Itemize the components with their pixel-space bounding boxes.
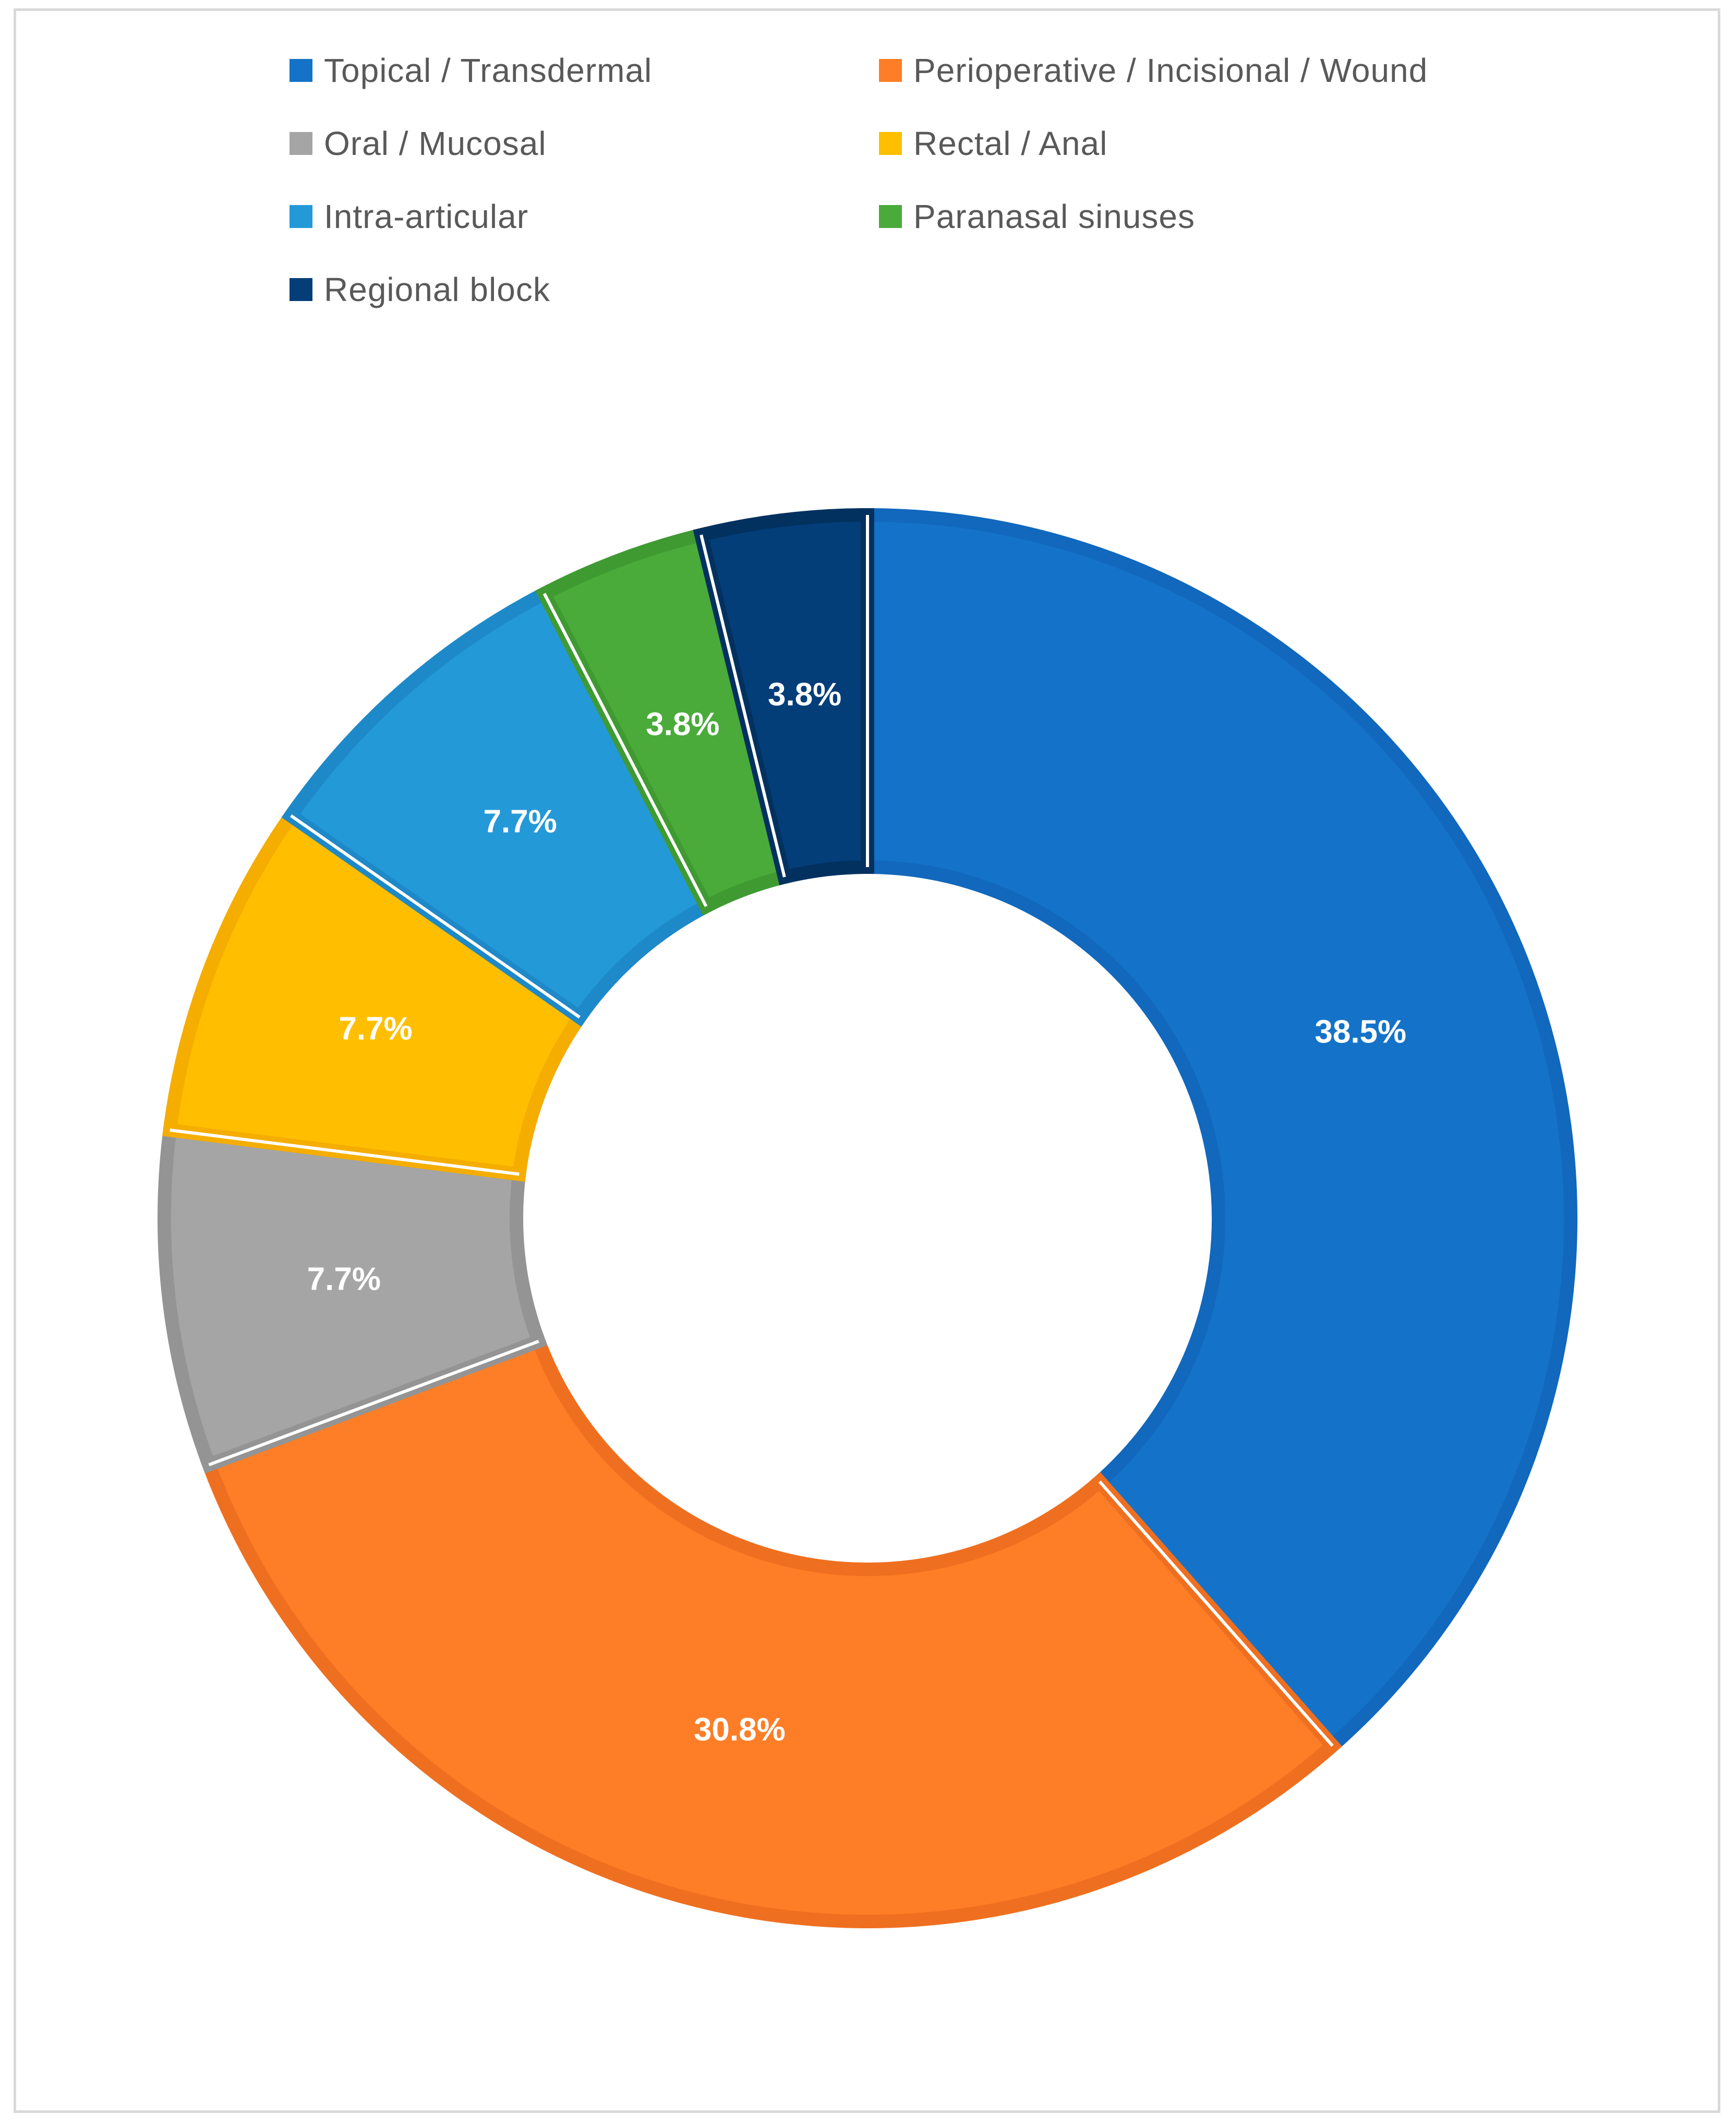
- legend-item-rectal-anal: Rectal / Anal: [879, 120, 1541, 167]
- data-label-regional-block: 3.8%: [768, 677, 841, 713]
- legend-swatch-topical-transdermal: [290, 59, 312, 82]
- chart-legend: Topical / Transdermal Perioperative / In…: [290, 47, 1541, 313]
- legend-label-oral-mucosal: Oral / Mucosal: [324, 125, 547, 162]
- legend-item-topical-transdermal: Topical / Transdermal: [290, 47, 879, 94]
- legend-label-topical-transdermal: Topical / Transdermal: [324, 52, 653, 89]
- slice-oral-mucosal: [158, 1122, 548, 1474]
- slice-perioperative-incisional-wound: [200, 1332, 1342, 1928]
- legend-label-intra-articular: Intra-articular: [324, 198, 528, 235]
- slice-separator: [170, 1128, 520, 1176]
- legend-item-oral-mucosal: Oral / Mucosal: [290, 120, 879, 167]
- legend-label-regional-block: Regional block: [324, 271, 550, 308]
- data-label-rectal-anal: 7.7%: [339, 1011, 412, 1047]
- data-label-paranasal-sinuses: 3.8%: [646, 706, 719, 742]
- slice-intra-articular: [281, 584, 716, 1027]
- legend-swatch-paranasal-sinuses: [879, 205, 902, 228]
- data-label-perioperative-incisional-wound: 30.8%: [694, 1712, 786, 1748]
- slice-separator: [1098, 1480, 1334, 1747]
- data-label-intra-articular: 7.7%: [483, 803, 557, 839]
- legend-label-rectal-anal: Rectal / Anal: [913, 125, 1108, 162]
- donut-data-labels: 38.5% 30.8% 7.7% 7.7% 7.7% 3.8% 3.8%: [170, 515, 1406, 1748]
- legend-swatch-rectal-anal: [879, 132, 902, 155]
- data-label-oral-mucosal: 7.7%: [307, 1262, 381, 1298]
- legend-item-paranasal-sinuses: Paranasal sinuses: [879, 193, 1541, 240]
- legend-item-perioperative-incisional-wound: Perioperative / Incisional / Wound: [879, 47, 1541, 94]
- legend-swatch-oral-mucosal: [290, 132, 312, 155]
- donut-slices: [158, 508, 1577, 1928]
- slice-separator: [700, 534, 786, 878]
- slice-separator: [542, 593, 708, 907]
- legend-swatch-intra-articular: [290, 205, 312, 228]
- legend-label-perioperative-incisional-wound: Perioperative / Incisional / Wound: [913, 52, 1428, 89]
- slice-separator: [290, 814, 581, 1019]
- slice-topical-transdermal: [861, 508, 1577, 1756]
- slice-rectal-anal: [162, 806, 589, 1182]
- legend-item-regional-block: Regional block: [290, 266, 879, 313]
- legend-item-intra-articular: Intra-articular: [290, 193, 879, 240]
- legend-swatch-perioperative-incisional-wound: [879, 59, 902, 82]
- legend-swatch-regional-block: [290, 278, 312, 301]
- data-label-topical-transdermal: 38.5%: [1315, 1014, 1406, 1050]
- slice-separator: [208, 1340, 539, 1467]
- legend-label-paranasal-sinuses: Paranasal sinuses: [913, 198, 1195, 235]
